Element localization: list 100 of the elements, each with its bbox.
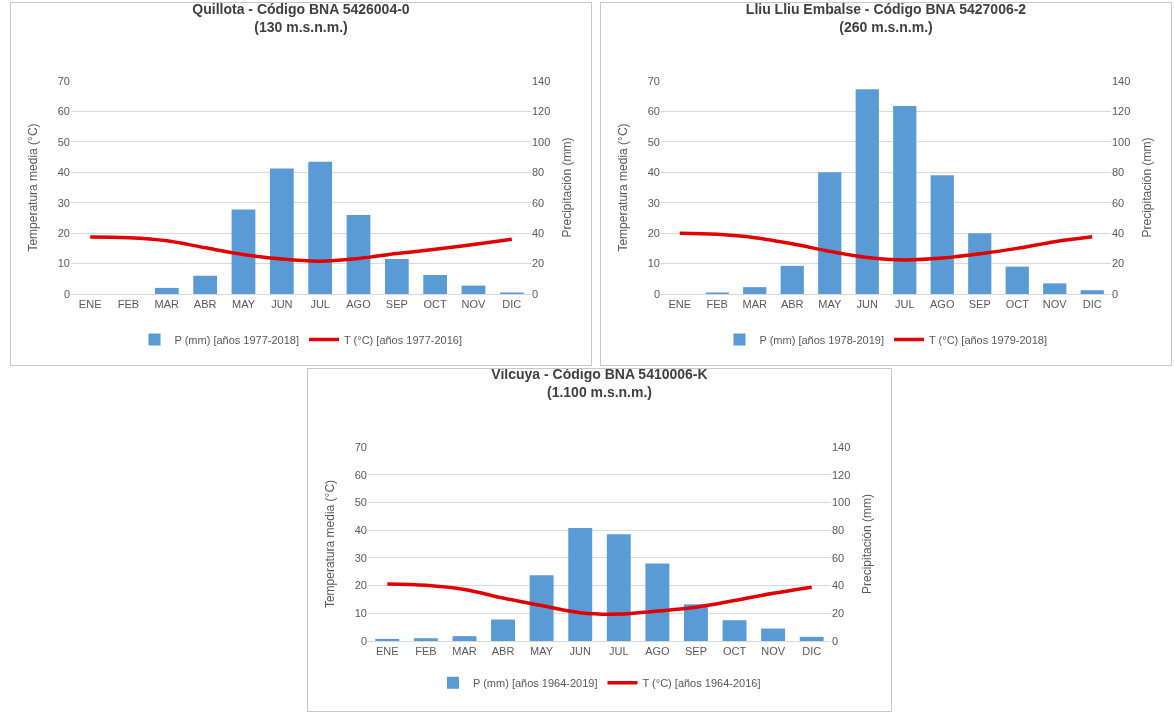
- x-tick-label: JUN: [856, 298, 878, 311]
- legend-label: T (°C) [años 1977-2016]: [344, 333, 462, 346]
- bar: [231, 209, 256, 294]
- x-tick-label: SEP: [385, 298, 408, 311]
- x-tick-label: FEB: [706, 298, 728, 311]
- x-tick-label: NOV: [761, 645, 786, 658]
- y2-axis-title: Precipitación (mm): [560, 137, 574, 238]
- bar: [761, 628, 786, 641]
- y2-tick-label: 0: [832, 634, 839, 647]
- bar: [193, 275, 218, 294]
- y2-tick-label: 20: [532, 257, 545, 270]
- chart-title: Quillota - Código BNA 5426004-0 (130 m.s.n.m.): [192, 0, 410, 36]
- legend-label: P (mm) [años 1964-2019]: [473, 676, 598, 689]
- y2-tick-label: 40: [532, 226, 545, 239]
- bar: [684, 604, 708, 641]
- x-tick-label: ABR: [780, 298, 804, 311]
- y-tick-label: 20: [354, 579, 367, 592]
- line-series: [88, 235, 514, 263]
- bar: [1005, 266, 1029, 294]
- bar: [818, 172, 842, 294]
- y-tick-label: 0: [360, 634, 367, 647]
- bar: [452, 636, 477, 641]
- x-tick-label: DIC: [502, 298, 522, 311]
- y2-axis-title: Precipitación (mm): [860, 493, 874, 595]
- x-tick-label: JUN: [569, 645, 591, 658]
- x-tick-label: OCT: [722, 645, 747, 658]
- x-tick-label: MAR: [742, 298, 768, 311]
- y-tick-label: 50: [647, 135, 660, 148]
- y-tick-label: 70: [57, 74, 70, 87]
- bar: [413, 638, 438, 641]
- bar: [375, 638, 400, 641]
- x-tick-label: NOV: [1042, 298, 1068, 311]
- bar: [606, 534, 631, 641]
- bar: [930, 175, 954, 294]
- bar: [1043, 283, 1067, 294]
- x-tick-label: FEB: [415, 645, 437, 658]
- y-axis-title: Temperatura media (°C): [26, 123, 40, 252]
- y-tick-label: 30: [647, 196, 660, 209]
- y-tick-label: 40: [647, 166, 660, 179]
- y-tick-label: 60: [57, 105, 70, 118]
- y2-tick-label: 80: [532, 166, 545, 179]
- x-tick-label: AGO: [645, 645, 671, 658]
- x-tick-label: ABR: [491, 645, 515, 658]
- y2-tick-label: 0: [1112, 287, 1119, 300]
- x-tick-label: MAR: [154, 298, 180, 311]
- bar: [384, 259, 409, 294]
- bar: [780, 265, 804, 294]
- x-tick-label: ENE: [668, 298, 692, 311]
- y-tick-label: 0: [653, 287, 660, 300]
- x-tick-label: AGO: [346, 298, 372, 311]
- y-tick-label: 30: [57, 196, 70, 209]
- y2-tick-label: 140: [832, 440, 851, 453]
- y2-tick-label: 100: [532, 135, 551, 148]
- x-tick-label: DIC: [802, 645, 822, 658]
- x-tick-label: JUL: [609, 645, 629, 658]
- y-tick-label: 60: [354, 468, 367, 481]
- y2-tick-label: 120: [532, 105, 551, 118]
- x-tick-label: MAY: [818, 298, 842, 311]
- y2-tick-label: 80: [1112, 166, 1125, 179]
- y-axis-title: Temperatura media (°C): [323, 479, 337, 609]
- x-tick-label: SEP: [968, 298, 991, 311]
- x-tick-label: ENE: [78, 298, 102, 311]
- x-tick-label: MAY: [231, 298, 256, 311]
- x-tick-label: SEP: [684, 645, 707, 658]
- y2-tick-label: 60: [1112, 196, 1125, 209]
- y-tick-label: 0: [63, 287, 70, 300]
- y2-tick-label: 60: [832, 551, 845, 564]
- y-tick-label: 50: [354, 496, 367, 509]
- x-tick-label: FEB: [117, 298, 140, 311]
- x-tick-label: ENE: [375, 645, 399, 658]
- bar: [743, 287, 767, 294]
- x-tick-label: JUL: [310, 298, 330, 311]
- y2-tick-label: 40: [1112, 226, 1125, 239]
- chart-title: Lliu Lliu Embalse - Código BNA 5427006-2 (260 m.s.n.m.): [745, 0, 1027, 36]
- bar: [269, 168, 294, 294]
- x-tick-label: AGO: [930, 298, 955, 311]
- x-tick-label: MAY: [530, 645, 554, 658]
- x-tick-label: JUL: [894, 298, 915, 311]
- bar: [461, 285, 486, 294]
- y2-tick-label: 100: [832, 496, 851, 509]
- bar: [346, 214, 371, 294]
- x-tick-label: OCT: [423, 298, 448, 311]
- y2-tick-label: 140: [1112, 74, 1131, 87]
- legend-label: T (°C) [años 1964-2016]: [642, 676, 761, 689]
- bar: [968, 233, 992, 294]
- y2-tick-label: 120: [1112, 105, 1131, 118]
- x-tick-label: ABR: [193, 298, 217, 311]
- bar: [799, 636, 824, 641]
- y2-tick-label: 140: [532, 74, 551, 87]
- bar: [529, 575, 554, 641]
- line-series: [385, 582, 814, 616]
- bar: [893, 106, 917, 294]
- x-tick-label: JUN: [271, 298, 293, 311]
- bar: [154, 287, 179, 294]
- y2-axis-title: Precipitación (mm): [1140, 137, 1154, 238]
- y-axis-title: Temperatura media (°C): [616, 123, 630, 252]
- bar: [1080, 290, 1104, 294]
- y-tick-label: 70: [354, 440, 367, 453]
- bar: [308, 161, 333, 294]
- bar: [855, 89, 879, 294]
